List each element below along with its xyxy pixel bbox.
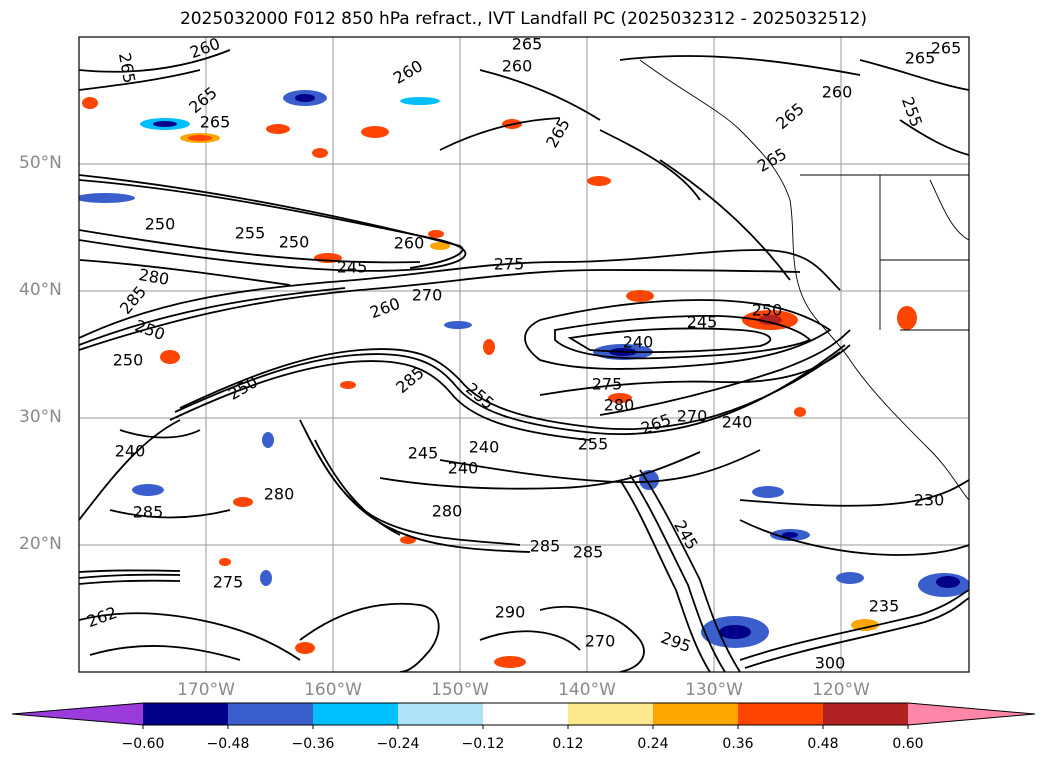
map-frame bbox=[78, 36, 970, 673]
lat-label-20n: 20°N bbox=[19, 534, 62, 554]
contour-label: 285 bbox=[572, 542, 604, 562]
colorbar-segment bbox=[483, 703, 568, 725]
map-canvas bbox=[78, 36, 970, 673]
contour-label: 255 bbox=[234, 223, 266, 243]
contour-label: 235 bbox=[868, 596, 900, 616]
contour-label: 270 bbox=[676, 406, 708, 426]
colorbar-segment bbox=[738, 703, 823, 725]
lon-label-160w: 160°W bbox=[304, 680, 362, 700]
contour-label: 280 bbox=[263, 484, 295, 504]
contour-label: 240 bbox=[622, 332, 654, 352]
graticule bbox=[79, 37, 969, 672]
lon-label-120w: 120°W bbox=[812, 680, 870, 700]
contour-label: 245 bbox=[686, 312, 718, 332]
contour-label: 250 bbox=[278, 232, 310, 252]
map-background bbox=[79, 37, 969, 672]
colorbar-segments bbox=[11, 702, 1036, 729]
colorbar-segment bbox=[653, 703, 738, 725]
contour-label: 245 bbox=[407, 443, 439, 463]
contour-label: 240 bbox=[468, 437, 500, 457]
colorbar-tick-label: 0.60 bbox=[892, 736, 924, 752]
lat-label-50n: 50°N bbox=[19, 153, 62, 173]
contour-label: 265 bbox=[511, 34, 543, 54]
contour-label: 240 bbox=[114, 441, 146, 461]
contour-label: 260 bbox=[501, 56, 533, 76]
contour-label: 255 bbox=[577, 434, 609, 454]
contour-label: 265 bbox=[930, 38, 962, 58]
lon-label-150w: 150°W bbox=[431, 680, 489, 700]
lat-label-30n: 30°N bbox=[19, 407, 62, 427]
contour-label: 260 bbox=[821, 82, 853, 102]
contour-label: 230 bbox=[913, 490, 945, 510]
colorbar-tick-label: 0.48 bbox=[807, 736, 839, 752]
contour-label: 265 bbox=[199, 112, 231, 132]
colorbar-tick-label: 0.12 bbox=[552, 736, 584, 752]
contour-label: 290 bbox=[494, 602, 526, 622]
colorbar-tick-label: −0.24 bbox=[376, 736, 420, 752]
contour-label: 250 bbox=[751, 300, 783, 320]
contour-label: 285 bbox=[132, 502, 164, 522]
colorbar-extend-right bbox=[908, 703, 1035, 725]
colorbar-segment bbox=[313, 703, 398, 725]
contour-label: 280 bbox=[603, 395, 635, 415]
contour-label: 240 bbox=[447, 458, 479, 478]
colorbar-extend-left bbox=[12, 703, 143, 725]
contour-label: 250 bbox=[144, 214, 176, 234]
contour-label: 275 bbox=[493, 254, 525, 274]
contour-label: 300 bbox=[814, 653, 846, 673]
colorbar-segment bbox=[823, 703, 908, 725]
colorbar-tick-label: 0.24 bbox=[637, 736, 669, 752]
contour-label: 250 bbox=[112, 350, 144, 370]
contour-label: 265 bbox=[904, 48, 936, 68]
colorbar-tick-label: −0.60 bbox=[121, 736, 165, 752]
contour-label: 245 bbox=[336, 257, 368, 277]
colorbar-tick-label: 0.36 bbox=[722, 736, 754, 752]
contour-label: 280 bbox=[431, 501, 463, 521]
colorbar-tick-label: −0.36 bbox=[291, 736, 335, 752]
colorbar-tick-label: −0.48 bbox=[206, 736, 250, 752]
lon-label-130w: 130°W bbox=[685, 680, 743, 700]
contour-label: 260 bbox=[393, 233, 425, 253]
colorbar-segment bbox=[228, 703, 313, 725]
contour-label: 270 bbox=[584, 631, 616, 651]
lon-label-140w: 140°W bbox=[558, 680, 616, 700]
colorbar-outline bbox=[11, 702, 1036, 726]
colorbar-tick-label: −0.12 bbox=[461, 736, 505, 752]
contour-label: 270 bbox=[411, 285, 443, 305]
map-title: 2025032000 F012 850 hPa refract., IVT La… bbox=[179, 9, 867, 29]
coastlines bbox=[639, 59, 969, 501]
colorbar-segment bbox=[143, 703, 228, 725]
contour-label: 285 bbox=[529, 536, 561, 556]
lon-label-170w: 170°W bbox=[177, 680, 235, 700]
contour-label: 275 bbox=[591, 374, 623, 394]
lat-label-40n: 40°N bbox=[19, 280, 62, 300]
contour-label: 275 bbox=[212, 572, 244, 592]
refractivity-contours bbox=[79, 49, 969, 672]
colorbar-segment bbox=[568, 703, 653, 725]
contour-label: 240 bbox=[721, 412, 753, 432]
colorbar-segment bbox=[398, 703, 483, 725]
